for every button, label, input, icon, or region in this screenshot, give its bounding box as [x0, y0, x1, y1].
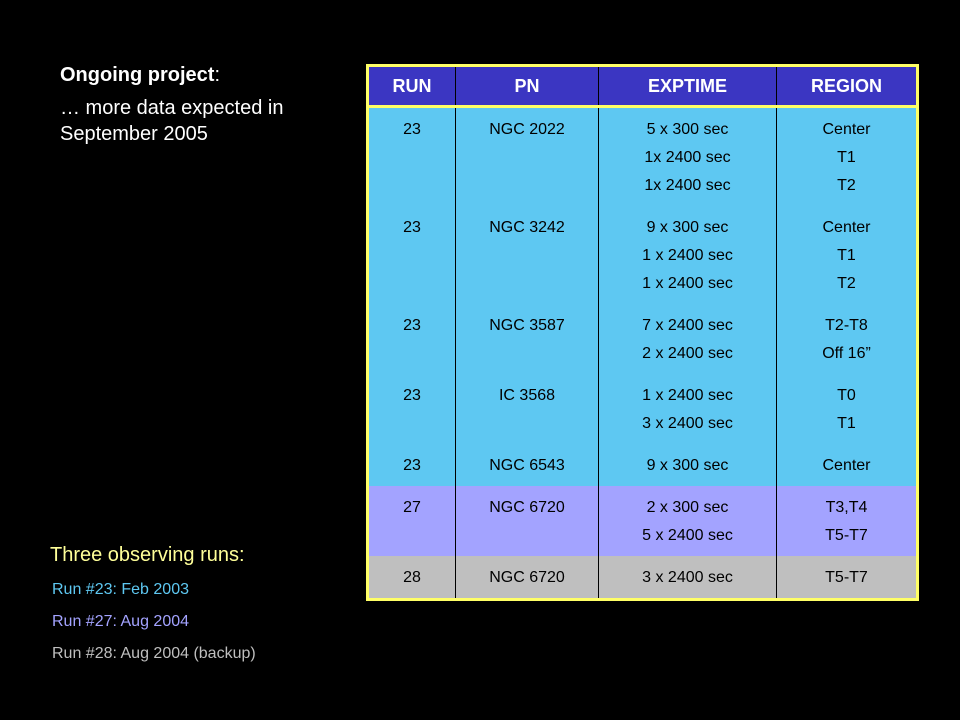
region-line: T2-T8	[825, 317, 868, 334]
exptime-line: 1x 2400 sec	[644, 149, 731, 166]
table-header-row: RUN PN EXPTIME REGION	[367, 64, 918, 108]
exptime-line: 2 x 2400 sec	[642, 345, 733, 362]
region-line: Center	[822, 219, 871, 236]
cell-pn: NGC 6543	[455, 444, 599, 486]
exptime-line: 1 x 2400 sec	[642, 247, 733, 264]
region-line: T5-T7	[825, 569, 868, 586]
table-row: 28 NGC 6720 3 x 2400 sec T5-T7	[367, 556, 918, 601]
project-text: … more data expected in September 2005	[60, 97, 284, 145]
cell-exptime: 5 x 300 sec 1x 2400 sec 1x 2400 sec	[598, 106, 777, 206]
cell-exptime: 3 x 2400 sec	[598, 556, 777, 601]
cell-pn: NGC 3587	[455, 304, 599, 374]
cell-exptime: 9 x 300 sec	[598, 444, 777, 486]
exptime-line: 7 x 2400 sec	[642, 317, 733, 334]
project-heading-bold: Ongoing project	[60, 64, 215, 86]
cell-run: 23	[367, 304, 456, 374]
cell-region: Center T1 T2	[776, 206, 918, 304]
header-run: RUN	[367, 64, 456, 108]
region-line: Center	[822, 457, 871, 474]
region-line: T2	[837, 177, 856, 194]
exptime-line: 3 x 2400 sec	[642, 415, 733, 432]
cell-region: T3,T4 T5-T7	[776, 486, 918, 556]
table-row: 23 NGC 3587 7 x 2400 sec 2 x 2400 sec T2…	[367, 304, 918, 374]
region-line: T0	[837, 387, 856, 404]
cell-run: 23	[367, 206, 456, 304]
cell-exptime: 1 x 2400 sec 3 x 2400 sec	[598, 374, 777, 444]
exptime-line: 3 x 2400 sec	[642, 569, 733, 586]
exptime-line: 2 x 300 sec	[646, 499, 729, 516]
cell-run: 27	[367, 486, 456, 556]
region-line: T1	[837, 149, 856, 166]
project-heading-colon: :	[214, 64, 220, 86]
run-28-line: Run #28: Aug 2004 (backup)	[52, 645, 256, 662]
run-27-line: Run #27: Aug 2004	[52, 613, 190, 630]
cell-region: Center	[776, 444, 918, 486]
region-line: Off 16”	[822, 345, 871, 362]
cell-region: T0 T1	[776, 374, 918, 444]
exptime-line: 1 x 2400 sec	[642, 387, 733, 404]
region-line: T5-T7	[825, 527, 868, 544]
cell-exptime: 7 x 2400 sec 2 x 2400 sec	[598, 304, 777, 374]
header-pn: PN	[455, 64, 599, 108]
region-line: Center	[822, 121, 871, 138]
cell-run: 23	[367, 444, 456, 486]
exptime-line: 1 x 2400 sec	[642, 275, 733, 292]
table-row: 27 NGC 6720 2 x 300 sec 5 x 2400 sec T3,…	[367, 486, 918, 556]
cell-run: 28	[367, 556, 456, 601]
table-row: 23 NGC 6543 9 x 300 sec Center	[367, 444, 918, 486]
exptime-line: 9 x 300 sec	[646, 457, 729, 474]
cell-run: 23	[367, 374, 456, 444]
exptime-line: 5 x 2400 sec	[642, 527, 733, 544]
exptime-line: 1x 2400 sec	[644, 177, 731, 194]
run-23-line: Run #23: Feb 2003	[52, 581, 189, 598]
project-heading: Ongoing project:	[60, 64, 350, 87]
region-line: T1	[837, 247, 856, 264]
observing-runs: Three observing runs: Run #23: Feb 2003 …	[50, 544, 350, 677]
cell-exptime: 9 x 300 sec 1 x 2400 sec 1 x 2400 sec	[598, 206, 777, 304]
observing-runs-title: Three observing runs:	[50, 544, 245, 566]
region-line: T2	[837, 275, 856, 292]
table-row: 23 NGC 3242 9 x 300 sec 1 x 2400 sec 1 x…	[367, 206, 918, 304]
cell-run: 23	[367, 106, 456, 206]
table-row: 23 IC 3568 1 x 2400 sec 3 x 2400 sec T0 …	[367, 374, 918, 444]
exptime-line: 9 x 300 sec	[646, 219, 729, 236]
cell-region: T2-T8 Off 16”	[776, 304, 918, 374]
project-note: Ongoing project: … more data expected in…	[60, 64, 350, 147]
table-body: 23 NGC 2022 5 x 300 sec 1x 2400 sec 1x 2…	[367, 106, 918, 601]
cell-pn: NGC 3242	[455, 206, 599, 304]
header-exptime: EXPTIME	[598, 64, 777, 108]
exptime-line: 5 x 300 sec	[646, 121, 729, 138]
cell-exptime: 2 x 300 sec 5 x 2400 sec	[598, 486, 777, 556]
table-row: 23 NGC 2022 5 x 300 sec 1x 2400 sec 1x 2…	[367, 106, 918, 206]
cell-pn: NGC 2022	[455, 106, 599, 206]
cell-pn: NGC 6720	[455, 486, 599, 556]
cell-pn: IC 3568	[455, 374, 599, 444]
header-region: REGION	[776, 64, 918, 108]
cell-pn: NGC 6720	[455, 556, 599, 601]
region-line: T1	[837, 415, 856, 432]
observations-table: RUN PN EXPTIME REGION 23 NGC 2022 5 x 30…	[366, 64, 919, 601]
cell-region: T5-T7	[776, 556, 918, 601]
cell-region: Center T1 T2	[776, 106, 918, 206]
region-line: T3,T4	[825, 499, 868, 516]
